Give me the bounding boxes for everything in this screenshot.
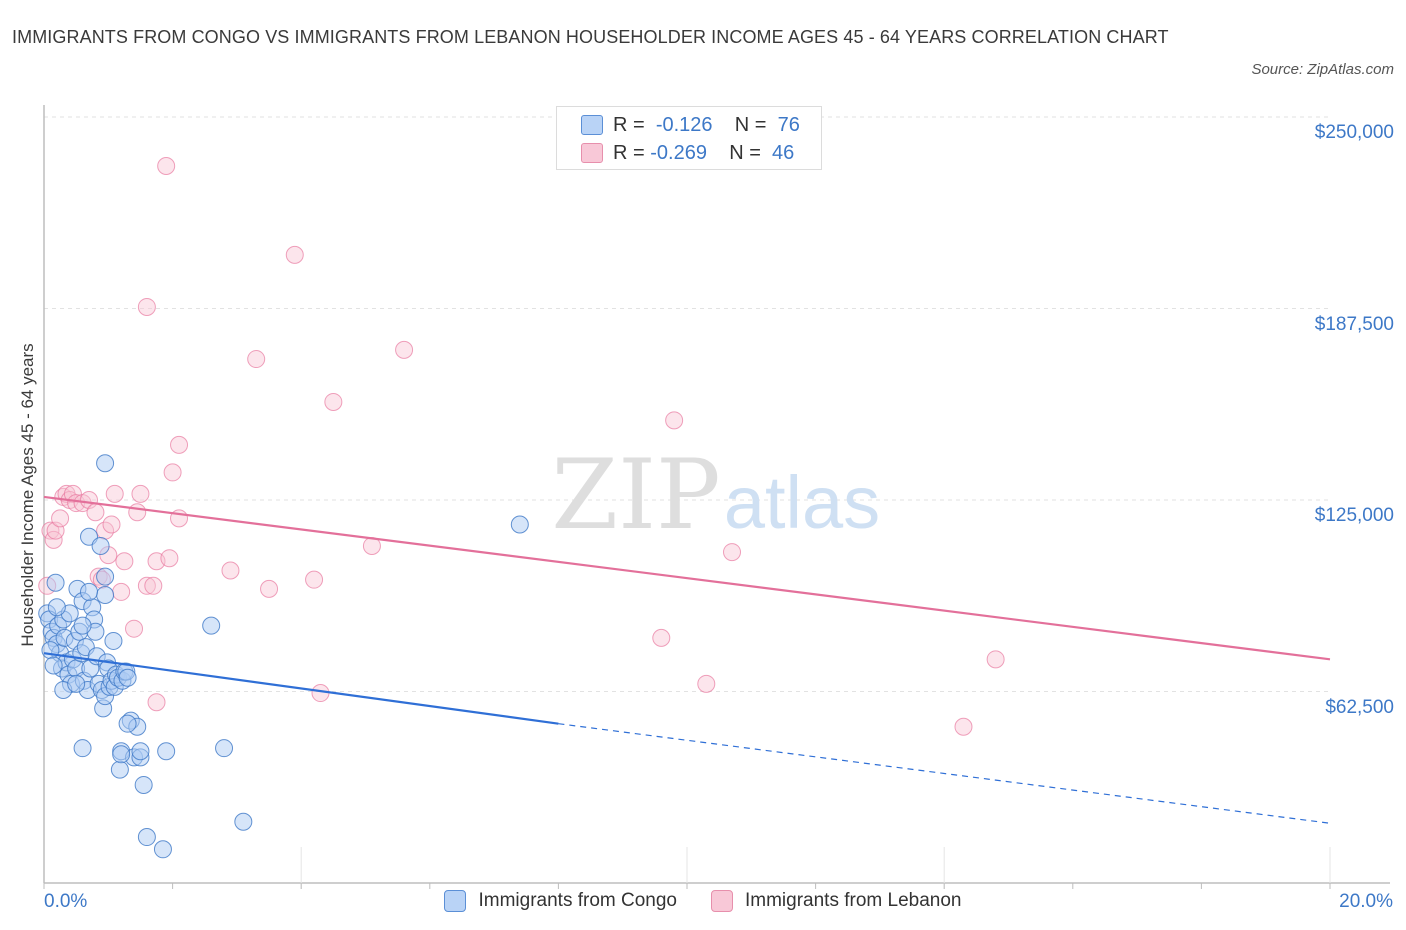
y-tick-250000: $250,000 bbox=[1314, 122, 1394, 143]
lebanon-point-36 bbox=[260, 579, 279, 598]
lebanon-point-22 bbox=[128, 503, 147, 522]
congo-point-69 bbox=[131, 742, 150, 761]
legend-item-lebanon[interactable]: Immigrants from Lebanon bbox=[711, 890, 962, 912]
lebanon-legend-label: Immigrants from Lebanon bbox=[745, 890, 962, 911]
lebanon-point-30 bbox=[163, 463, 182, 482]
lebanon-point-38 bbox=[305, 570, 324, 589]
lebanon-point-20 bbox=[115, 552, 134, 571]
congo-point-40 bbox=[104, 631, 123, 650]
lebanon-r-value: -0.269 bbox=[650, 141, 707, 164]
lebanon-point-43 bbox=[652, 628, 671, 647]
lebanon-n-value: 46 bbox=[772, 141, 795, 164]
lebanon-n-label: N = bbox=[729, 141, 761, 164]
axes bbox=[43, 105, 1390, 889]
legend-row-lebanon: R = -0.269 N = 46 bbox=[581, 141, 794, 165]
lebanon-points bbox=[38, 157, 1005, 736]
lebanon-point-34 bbox=[221, 561, 240, 580]
congo-r-value: -0.126 bbox=[655, 113, 713, 136]
lebanon-point-39 bbox=[311, 684, 330, 703]
correlation-legend: R = -0.126 N = 76 R = -0.269 N = 46 bbox=[556, 106, 822, 170]
congo-n-value: 76 bbox=[777, 113, 800, 136]
lebanon-point-48 bbox=[954, 717, 973, 736]
lebanon-legend-swatch bbox=[711, 890, 733, 912]
lebanon-swatch bbox=[581, 143, 603, 163]
congo-n-label: N = bbox=[734, 113, 767, 136]
lebanon-point-23 bbox=[131, 484, 150, 503]
lebanon-point-40 bbox=[324, 392, 343, 411]
lebanon-point-29 bbox=[160, 549, 179, 568]
congo-point-67 bbox=[510, 515, 529, 534]
lebanon-point-19 bbox=[112, 582, 131, 601]
lebanon-point-32 bbox=[170, 435, 189, 454]
congo-point-59 bbox=[96, 585, 115, 604]
legend-item-congo[interactable]: Immigrants from Congo bbox=[444, 890, 677, 912]
congo-point-60 bbox=[80, 582, 99, 601]
legend-row-congo: R = -0.126 N = 76 bbox=[581, 113, 800, 137]
congo-point-71 bbox=[44, 656, 63, 675]
lebanon-point-46 bbox=[723, 543, 742, 562]
series-legend: Immigrants from Congo Immigrants from Le… bbox=[0, 890, 1406, 912]
congo-trend-extension bbox=[558, 723, 1331, 824]
congo-point-56 bbox=[112, 745, 131, 764]
trend-lines bbox=[43, 495, 1331, 824]
congo-point-54 bbox=[134, 775, 153, 794]
congo-point-32 bbox=[91, 536, 110, 555]
lebanon-point-17 bbox=[102, 515, 121, 534]
congo-point-70 bbox=[41, 641, 60, 660]
watermark-zip: ZIP bbox=[551, 439, 720, 551]
lebanon-point-4 bbox=[51, 509, 70, 528]
congo-point-68 bbox=[96, 454, 115, 473]
lebanon-point-44 bbox=[665, 411, 684, 430]
lebanon-point-25 bbox=[144, 576, 163, 595]
watermark: ZIP atlas bbox=[551, 439, 880, 551]
congo-points bbox=[38, 454, 529, 859]
lebanon-point-12 bbox=[86, 503, 105, 522]
x-tick-min: 0.0% bbox=[44, 891, 88, 912]
congo-legend-swatch bbox=[444, 890, 467, 912]
congo-point-49 bbox=[118, 668, 137, 687]
lebanon-point-28 bbox=[157, 157, 176, 176]
congo-point-44 bbox=[110, 760, 129, 779]
chart-title: IMMIGRANTS FROM CONGO VS IMMIGRANTS FROM… bbox=[12, 27, 1169, 47]
lebanon-point-35 bbox=[247, 350, 266, 369]
lebanon-point-47 bbox=[986, 650, 1005, 669]
source-label: Source: ZipAtlas.com bbox=[1251, 61, 1394, 78]
congo-point-65 bbox=[215, 739, 234, 758]
y-tick-62500: $62,500 bbox=[1325, 697, 1394, 718]
congo-point-57 bbox=[73, 739, 92, 758]
congo-point-73 bbox=[67, 674, 86, 693]
congo-point-55 bbox=[137, 828, 156, 847]
congo-legend-label: Immigrants from Congo bbox=[478, 890, 677, 911]
congo-point-58 bbox=[96, 567, 115, 586]
congo-point-61 bbox=[118, 714, 137, 733]
y-tick-125000: $125,000 bbox=[1314, 505, 1394, 526]
lebanon-point-2 bbox=[44, 530, 63, 549]
watermark-atlas: atlas bbox=[724, 461, 880, 544]
congo-point-4 bbox=[46, 573, 65, 592]
lebanon-trend-line bbox=[43, 495, 1331, 661]
lebanon-point-42 bbox=[395, 340, 414, 359]
congo-point-63 bbox=[153, 840, 172, 859]
y-tick-187500: $187,500 bbox=[1314, 314, 1394, 335]
lebanon-point-24 bbox=[137, 576, 156, 595]
lebanon-point-26 bbox=[147, 693, 166, 712]
lebanon-point-33 bbox=[137, 297, 156, 316]
congo-point-64 bbox=[202, 616, 221, 635]
congo-r-label: R = bbox=[613, 113, 645, 136]
lebanon-point-18 bbox=[105, 484, 124, 503]
congo-swatch bbox=[581, 115, 603, 135]
x-tick-max: 20.0% bbox=[1339, 891, 1393, 912]
congo-point-74 bbox=[73, 616, 92, 635]
grid-lines bbox=[44, 116, 1330, 692]
lebanon-point-37 bbox=[285, 245, 304, 264]
lebanon-point-21 bbox=[125, 619, 144, 638]
lebanon-r-label: R = bbox=[613, 141, 645, 164]
congo-trend-line bbox=[43, 652, 559, 725]
congo-point-75 bbox=[47, 598, 66, 617]
congo-point-62 bbox=[157, 742, 176, 761]
lebanon-point-45 bbox=[697, 674, 716, 693]
congo-point-66 bbox=[234, 812, 253, 831]
